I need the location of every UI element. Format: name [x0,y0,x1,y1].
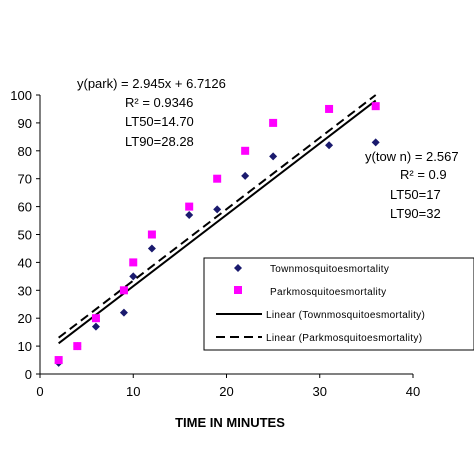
trendlines [58,94,377,345]
y-tick-label: 40 [18,255,32,270]
y-tick-label: 100 [10,88,32,103]
legend-town-linear-label: Linear (Townmosquitoesmortality) [266,310,425,321]
park-data-point [147,230,156,239]
town-equation-annotation: y(tow n) = 2.567 R² = 0.9 LT50=17 LT90=3… [365,149,459,221]
town-data-point [213,205,222,214]
data-points [54,102,380,367]
park-equation-annotation: y(park) = 2.945x + 6.7126 R² = 0.9346 LT… [77,76,226,149]
x-tick-label: 30 [313,384,327,399]
town-data-point [119,308,128,317]
town-data-point [371,138,380,147]
town-data-point [269,152,278,161]
y-tick-label: 10 [18,339,32,354]
town-lt50: LT50=17 [390,187,441,202]
y-tick-label: 60 [18,200,32,215]
y-tick-label: 50 [18,228,32,243]
park-data-point [91,314,100,323]
park-data-point [371,102,380,111]
legend-park-label: Parkmosquitoesmortality [270,287,386,298]
park-data-point [119,286,128,295]
y-tick-label: 90 [18,116,32,131]
town-equation: y(tow n) = 2.567 [365,149,459,164]
x-tick-label: 10 [126,384,140,399]
x-tick-label: 20 [219,384,233,399]
y-tick-label: 0 [25,367,32,382]
park-data-point [185,202,194,211]
town-trendline [58,99,377,345]
park-lt50: LT50=14.70 [125,114,194,129]
town-data-point [91,322,100,331]
town-data-point [147,244,156,253]
legend-park-linear-label: Linear (Parkmosquitoesmortality) [266,333,422,344]
legend: Townmosquitoesmortality Parkmosquitoesmo… [203,257,474,351]
park-data-point [241,146,250,155]
park-lt90: LT90=28.28 [125,134,194,149]
legend-park-marker [234,286,242,294]
legend-town-label: Townmosquitoesmortality [270,264,389,275]
x-axis-label: TIME IN MINUTES [175,415,285,430]
park-data-point [73,342,82,351]
y-ticks: 0 10 20 30 40 50 60 70 80 90 100 [10,88,40,382]
park-data-point [269,118,278,127]
town-data-point [241,171,250,180]
town-data-point [325,141,334,150]
town-lt90: LT90=32 [390,206,441,221]
y-tick-label: 20 [18,311,32,326]
x-ticks: 0 10 20 30 40 [36,374,420,399]
y-tick-label: 70 [18,172,32,187]
y-tick-label: 80 [18,144,32,159]
x-tick-label: 0 [36,384,43,399]
town-r-squared: R² = 0.9 [400,167,447,182]
park-r-squared: R² = 0.9346 [125,95,193,110]
town-data-point [129,272,138,281]
park-data-point [54,356,63,365]
legend-town-marker [234,264,242,272]
park-data-point [325,104,334,113]
park-trendline [58,94,377,339]
town-data-point [185,210,194,219]
park-data-point [129,258,138,267]
park-equation: y(park) = 2.945x + 6.7126 [77,76,226,91]
legend-box [203,257,474,351]
park-data-point [213,174,222,183]
y-tick-label: 30 [18,283,32,298]
x-tick-label: 40 [406,384,420,399]
